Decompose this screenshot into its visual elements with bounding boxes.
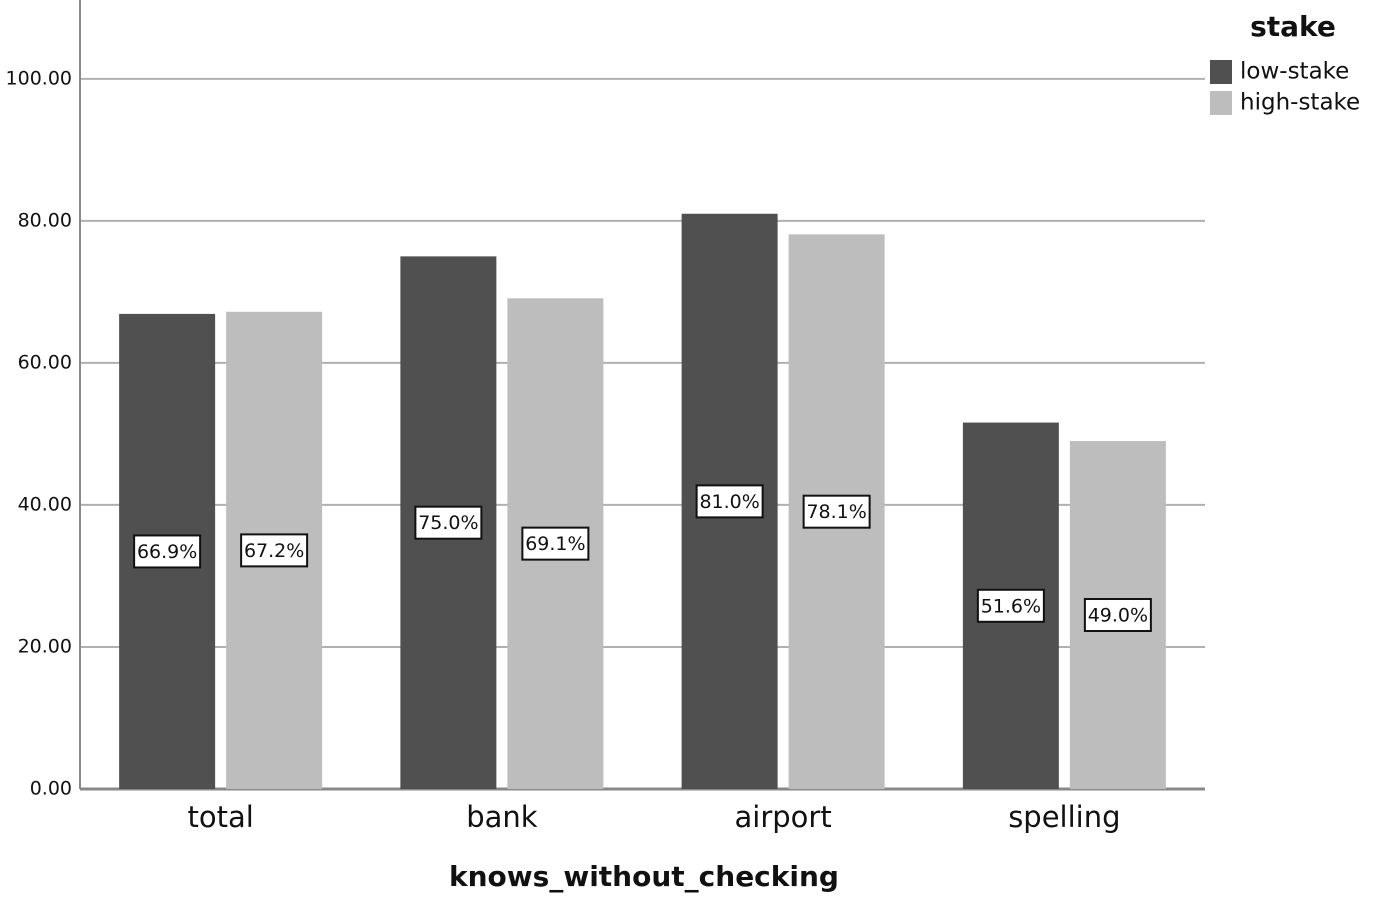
value-label: 66.9% — [137, 541, 197, 563]
value-label: 75.0% — [418, 512, 478, 534]
value-label-box — [695, 484, 764, 519]
value-label: 69.1% — [525, 533, 585, 555]
y-tick-label: 40.00 — [18, 493, 72, 515]
value-label: 51.6% — [981, 595, 1041, 617]
y-tick-label: 100.00 — [6, 67, 72, 89]
y-tick-label: 80.00 — [18, 209, 72, 231]
legend-swatch — [1210, 91, 1232, 115]
y-tick-label: 20.00 — [18, 635, 72, 657]
value-label: 81.0% — [699, 491, 759, 513]
x-tick-label: bank — [466, 800, 538, 834]
y-tick-label: 60.00 — [18, 351, 72, 373]
value-label-box — [240, 533, 309, 568]
value-label: 67.2% — [244, 540, 304, 562]
value-label-box — [414, 505, 483, 540]
legend-label: high-stake — [1240, 90, 1360, 116]
x-tick-label: airport — [735, 800, 832, 834]
value-label-box — [521, 526, 590, 561]
y-tick-label: 0.00 — [30, 778, 72, 800]
x-tick-label: spelling — [1008, 800, 1120, 834]
value-label: 49.0% — [1088, 605, 1148, 627]
value-label-box — [133, 534, 202, 569]
legend-title: stake — [1250, 10, 1336, 43]
value-label: 78.1% — [806, 501, 866, 523]
x-axis-title: knows_without_checking — [449, 860, 839, 893]
x-tick-label: total — [187, 800, 253, 834]
legend-swatch — [1210, 60, 1232, 84]
value-label-box — [976, 588, 1045, 623]
value-label-box — [1083, 598, 1152, 633]
value-label-box — [802, 494, 871, 529]
legend-label: low-stake — [1240, 59, 1349, 85]
